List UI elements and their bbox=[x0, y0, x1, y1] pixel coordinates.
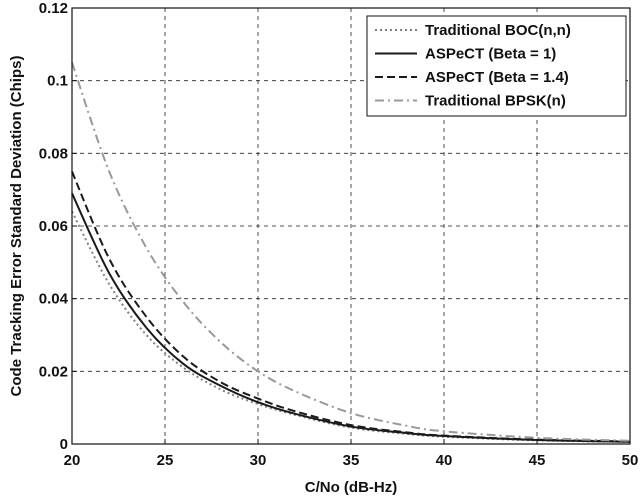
legend-label: Traditional BPSK(n) bbox=[425, 93, 566, 110]
legend: Traditional BOC(n,n) ASPeCT (Beta = 1) ASP… bbox=[366, 15, 627, 117]
x-tick-label: 25 bbox=[157, 452, 174, 469]
axis-ticks: 20 25 30 35 40 45 50 0 0.02 0.04 0.06 0.08 0.1 0.12 bbox=[39, 0, 639, 469]
legend-label: Traditional BOC(n,n) bbox=[425, 22, 571, 39]
x-tick-label: 45 bbox=[529, 452, 546, 469]
y-tick-label: 0 bbox=[60, 436, 68, 453]
legend-box bbox=[366, 15, 627, 117]
y-tick-label: 0.08 bbox=[39, 145, 68, 162]
series-lines bbox=[71, 62, 631, 443]
x-tick-label: 30 bbox=[250, 452, 267, 469]
y-axis-label: Code Tracking Error Standard Deviation (… bbox=[8, 56, 25, 397]
y-tick-label: 0.1 bbox=[47, 73, 68, 90]
y-tick-label: 0.06 bbox=[39, 218, 68, 235]
series-line-4 bbox=[71, 62, 631, 442]
x-tick-label: 50 bbox=[622, 452, 639, 469]
series-line-3 bbox=[71, 171, 631, 443]
y-tick-label: 0.02 bbox=[39, 363, 68, 380]
x-axis-label: C/No (dB-Hz) bbox=[305, 479, 397, 496]
y-tick-label: 0.04 bbox=[39, 291, 69, 308]
y-tick-label: 0.12 bbox=[39, 0, 68, 17]
series-line-1 bbox=[71, 211, 631, 443]
legend-label: ASPeCT (Beta = 1) bbox=[425, 46, 556, 63]
x-tick-label: 35 bbox=[343, 452, 360, 469]
x-tick-label: 20 bbox=[64, 452, 81, 469]
legend-label: ASPeCT (Beta = 1.4) bbox=[425, 69, 569, 86]
x-tick-label: 40 bbox=[436, 452, 453, 469]
